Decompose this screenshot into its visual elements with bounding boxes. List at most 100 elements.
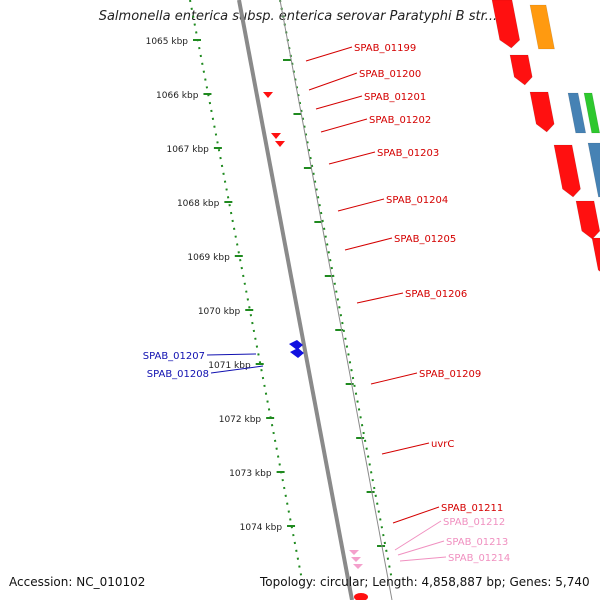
- ruler-label: 1071 kbp: [208, 361, 251, 371]
- gene-shape: [567, 92, 587, 134]
- gene-label-text: SPAB_01207: [143, 351, 205, 362]
- ruler-label: 1069 kbp: [187, 253, 230, 263]
- gene-label-text: SPAB_01209: [419, 369, 481, 380]
- gene-shape: [509, 54, 533, 86]
- gene-shape: [583, 92, 600, 134]
- label-leader: [305, 46, 353, 62]
- label-leader: [381, 442, 430, 455]
- gene-label-text: SPAB_01211: [441, 503, 503, 514]
- gene-feature: [567, 92, 587, 134]
- gene-label-spab_01206[interactable]: SPAB_01206: [356, 289, 467, 304]
- label-leader: [370, 372, 418, 385]
- gene-label-spab_01213[interactable]: SPAB_01213: [397, 537, 508, 556]
- gene-navy-1: [289, 340, 303, 350]
- label-leader: [394, 520, 442, 551]
- gene-label-spab_01202[interactable]: SPAB_01202: [320, 115, 431, 133]
- organism-title: Salmonella enterica subsp. enterica sero…: [98, 9, 502, 24]
- gene-label-text: SPAB_01204: [386, 195, 448, 206]
- gene-label-spab_01200[interactable]: SPAB_01200: [308, 69, 421, 91]
- accession-text: Accession: NC_010102: [9, 575, 146, 589]
- gene-label-text: SPAB_01202: [369, 115, 431, 126]
- ruler-label: 1065 kbp: [146, 37, 189, 47]
- ruler-label: 1067 kbp: [166, 145, 209, 155]
- backbone-track: [237, 0, 393, 600]
- gene-shape: [491, 0, 521, 49]
- ruler-track: 1065 kbp 1066 kbp 1067 kbp 1068 kbp 1069 kbp…: [146, 0, 393, 581]
- gene-label-spab_01209[interactable]: SPAB_01209: [370, 369, 481, 385]
- label-leader: [320, 118, 368, 133]
- gene-shape: [587, 142, 600, 198]
- feature-track: [263, 0, 600, 600]
- ruler-label: 1068 kbp: [177, 199, 220, 209]
- gene-chevron: [263, 92, 273, 98]
- gene-label-text: SPAB_01200: [359, 69, 421, 80]
- gene-edge: [354, 593, 368, 600]
- ruler-label: 1072 kbp: [219, 415, 262, 425]
- gene-label-text: uvrC: [431, 439, 454, 450]
- label-leader: [399, 556, 447, 562]
- gene-pink-chevron: [351, 557, 361, 562]
- gene-navy-2: [290, 348, 304, 358]
- gene-shape: [553, 144, 581, 198]
- gene-feature: [529, 91, 555, 133]
- ruler-label: 1074 kbp: [240, 523, 283, 533]
- ruler-label: 1070 kbp: [198, 307, 241, 317]
- gene-label-spab_01199[interactable]: SPAB_01199: [305, 43, 416, 62]
- gene-labels: SPAB_01199 SPAB_01200 SPAB_01201 SPAB_01202…: [143, 43, 511, 564]
- ruler-line: [189, 0, 303, 581]
- gene-feature: [591, 237, 600, 279]
- label-leader: [210, 365, 264, 374]
- label-leader: [392, 506, 440, 524]
- gene-label-text: SPAB_01208: [147, 369, 209, 380]
- gene-feature: [529, 4, 555, 50]
- gene-feature: [575, 200, 600, 240]
- gene-label-spab_01201[interactable]: SPAB_01201: [315, 92, 426, 110]
- guide-line: [279, 0, 393, 581]
- gene-pink-chevron: [349, 550, 359, 555]
- gene-label-text: SPAB_01213: [446, 537, 508, 548]
- label-leader: [328, 151, 376, 165]
- backbone-thin-line: [279, 0, 393, 600]
- topology-text: Topology: circular; Length: 4,858,887 bp…: [260, 575, 590, 589]
- gene-feature: [553, 144, 581, 198]
- gene-label-text: SPAB_01203: [377, 148, 439, 159]
- ruler-label: 1073 kbp: [229, 469, 272, 479]
- label-leader: [206, 353, 257, 356]
- gene-label-text: SPAB_01214: [448, 553, 510, 564]
- gene-label-text: SPAB_01199: [354, 43, 416, 54]
- backbone-line: [237, 0, 354, 600]
- gene-label-text: SPAB_01201: [364, 92, 426, 103]
- gene-feature: [491, 0, 521, 49]
- gene-pink-chevron: [353, 564, 363, 569]
- gene-feature: [509, 54, 533, 86]
- label-leader: [344, 237, 393, 251]
- gene-label-spab_01211[interactable]: SPAB_01211: [392, 503, 503, 524]
- label-leader: [337, 198, 385, 212]
- gene-chevron: [275, 141, 285, 147]
- gene-label-spab_01214[interactable]: SPAB_01214: [399, 553, 510, 564]
- ruler-label: 1066 kbp: [156, 91, 199, 101]
- gene-label-spab_01203[interactable]: SPAB_01203: [328, 148, 439, 165]
- label-leader: [356, 292, 404, 304]
- label-leader: [397, 540, 445, 556]
- gene-shape: [591, 237, 600, 279]
- gene-label-text: SPAB_01206: [405, 289, 467, 300]
- gene-shape: [529, 4, 555, 50]
- gene-label-uvrc[interactable]: uvrC: [381, 439, 454, 455]
- gene-label-text: SPAB_01205: [394, 234, 456, 245]
- gene-feature: [583, 92, 600, 134]
- gene-label-spab_01204[interactable]: SPAB_01204: [337, 195, 448, 212]
- gene-label-spab_01205[interactable]: SPAB_01205: [344, 234, 456, 251]
- gene-label-spab_01207[interactable]: SPAB_01207: [143, 351, 257, 362]
- gene-label-text: SPAB_01212: [443, 517, 505, 528]
- label-leader: [315, 95, 363, 110]
- gene-label-spab_01212[interactable]: SPAB_01212: [394, 517, 505, 551]
- gene-chevron: [271, 133, 281, 139]
- gene-shape: [575, 200, 600, 240]
- gene-label-spab_01208[interactable]: SPAB_01208: [147, 365, 264, 380]
- label-leader: [308, 72, 358, 91]
- gene-shape: [529, 91, 555, 133]
- gene-feature: [587, 142, 600, 198]
